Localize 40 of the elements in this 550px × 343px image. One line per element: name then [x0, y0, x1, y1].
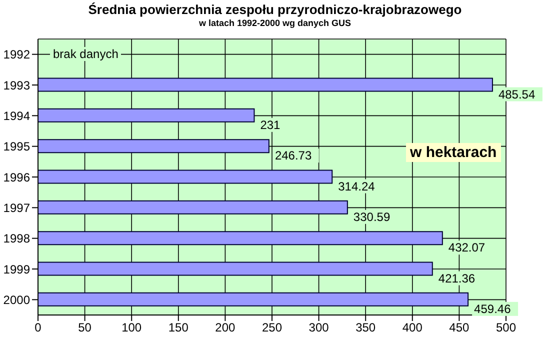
- x-tick-label: 50: [78, 320, 92, 335]
- data-label: 330.59: [353, 210, 390, 224]
- x-tick-label: 450: [449, 320, 470, 335]
- bar: [38, 170, 333, 184]
- y-tick-label: 1993: [3, 78, 30, 92]
- data-label: 314.24: [338, 179, 376, 194]
- data-label: 432.07: [448, 240, 486, 255]
- data-label: 231: [260, 118, 281, 132]
- y-tick-label: 1998: [3, 232, 30, 246]
- chart-title: Średnia powierzchnia zespołu przyrodniczo-krajobrazowego: [87, 2, 463, 17]
- y-tick-label: 1997: [3, 200, 30, 215]
- bar: [38, 231, 443, 246]
- x-tick-label: 150: [168, 320, 189, 335]
- x-tick-label: 100: [122, 320, 142, 335]
- y-tick-label: 2000: [3, 292, 30, 307]
- data-label: 246.73: [274, 148, 312, 163]
- x-tick-label: 350: [356, 320, 376, 335]
- y-tick-label: 1995: [3, 140, 30, 154]
- bar: [38, 200, 348, 214]
- x-tick-label: 300: [308, 320, 330, 335]
- bar: [38, 139, 270, 154]
- x-tick-label: 200: [215, 320, 236, 335]
- x-tick-label: 500: [496, 320, 516, 335]
- data-label: 421.36: [438, 271, 476, 286]
- y-tick-label: 1999: [3, 262, 30, 276]
- y-tick-label: 1996: [3, 170, 30, 184]
- bar: [38, 262, 433, 276]
- bar: [38, 292, 469, 306]
- annotation: w hektarach: [406, 143, 501, 162]
- x-tick-label: 400: [402, 320, 423, 335]
- data-label: 459.46: [474, 302, 512, 316]
- x-tick-label: 250: [262, 320, 282, 335]
- bar: [38, 78, 493, 92]
- x-tick-label: 0: [34, 320, 42, 335]
- data-label: 485.54: [498, 87, 536, 102]
- annotation: brak danych: [50, 47, 122, 61]
- chart-subtitle: w latach 1992-2000 wg danych GUS: [198, 18, 352, 28]
- y-tick-label: 1992: [3, 48, 30, 62]
- y-tick-label: 1994: [3, 108, 30, 123]
- bar: [38, 108, 255, 122]
